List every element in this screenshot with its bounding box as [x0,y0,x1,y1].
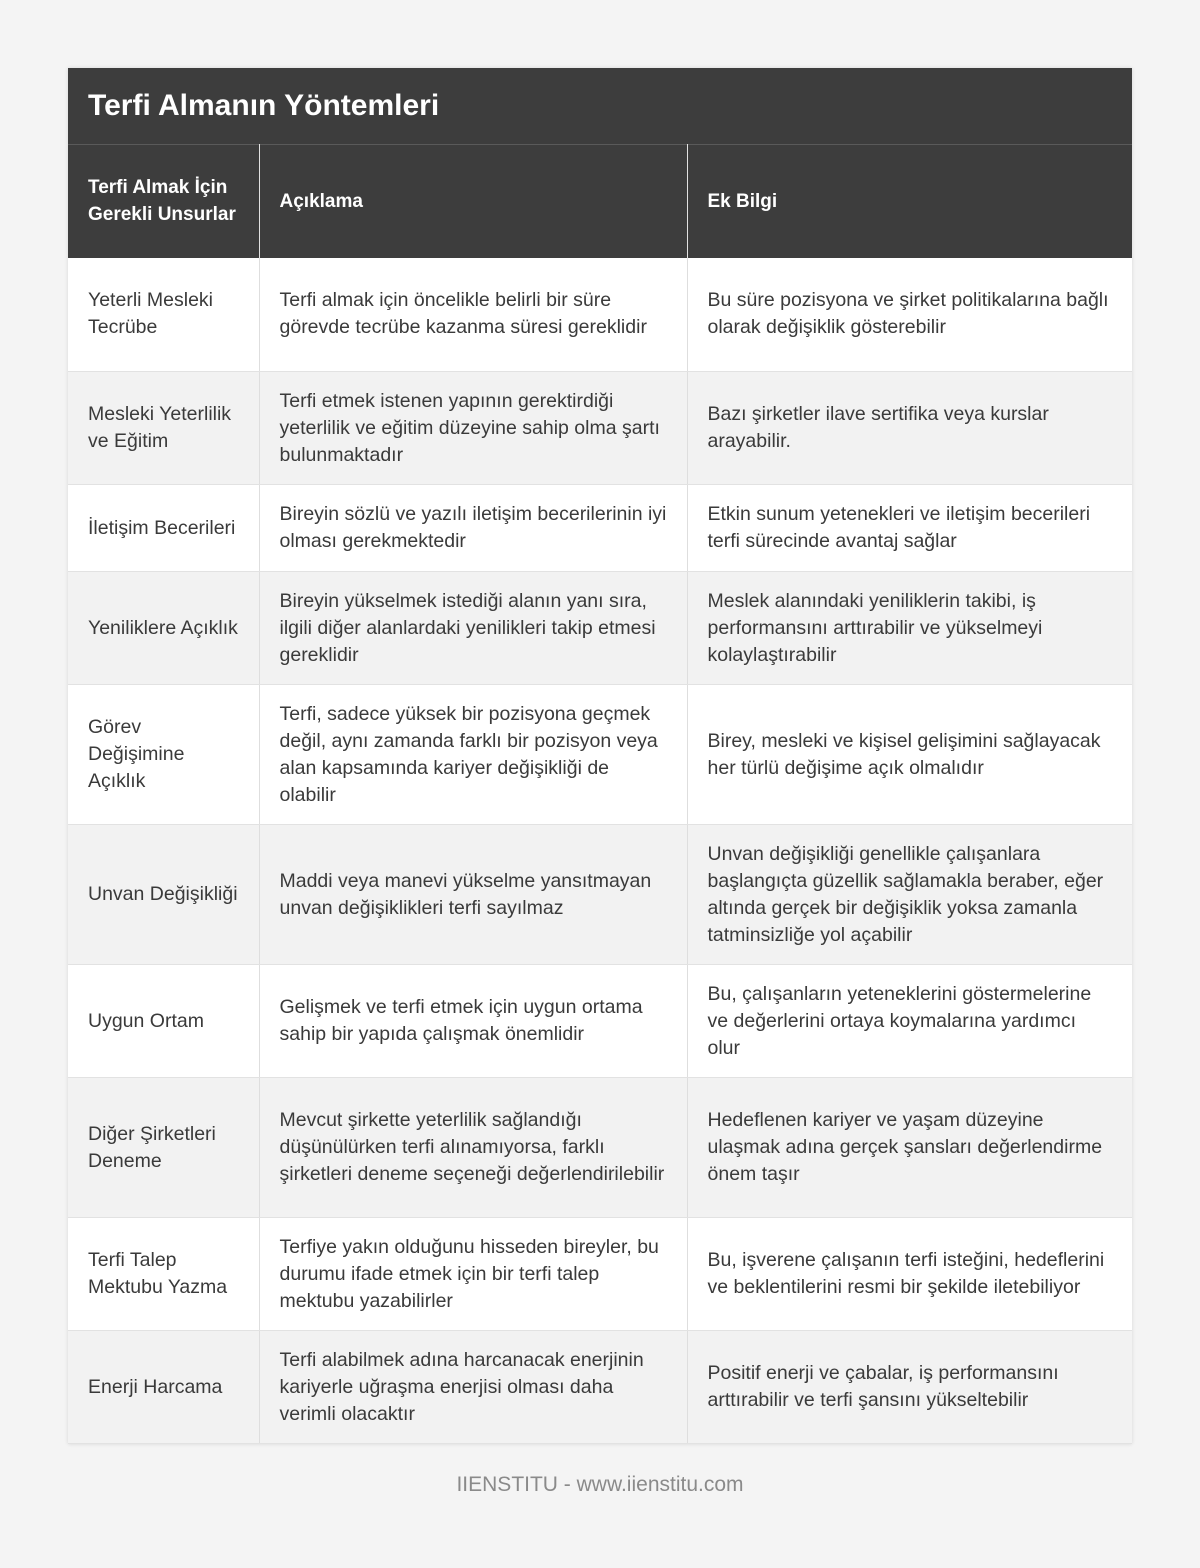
table-cell: Yeniliklere Açıklık [68,571,260,685]
table-row: Görev Değişimine Açıklık Terfi, sadece y… [68,684,1132,825]
table-cell: Terfi, sadece yüksek bir pozisyona geçme… [259,684,688,825]
table-row: Yeniliklere Açıklık Bireyin yükselmek is… [68,571,1132,685]
table-cell: Terfi Talep Mektubu Yazma [68,1217,260,1331]
table-card: Terfi Almanın Yöntemleri Terfi Almak İçi… [68,68,1132,1444]
table-cell: Bu süre pozisyona ve şirket politikaları… [687,257,1132,372]
table-row: Enerji Harcama Terfi alabilmek adına har… [68,1330,1132,1444]
table-cell: Meslek alanındaki yeniliklerin takibi, i… [687,571,1132,685]
table-cell: Terfi alabilmek adına harcanacak enerjin… [259,1330,688,1444]
table-cell: Bu, çalışanların yeteneklerini göstermel… [687,964,1132,1078]
table-cell: Terfi almak için öncelikle belirli bir s… [259,257,688,372]
table-cell: Terfi etmek istenen yapının gerektirdiği… [259,371,688,485]
column-header-elements: Terfi Almak İçin Gerekli Unsurlar [68,144,260,258]
table-row: Diğer Şirketleri Deneme Mevcut şirkette … [68,1077,1132,1218]
table-row: Uygun Ortam Gelişmek ve terfi etmek için… [68,964,1132,1078]
table-cell: Birey, mesleki ve kişisel gelişimini sağ… [687,684,1132,825]
table-row: Yeterli Mesleki Tecrübe Terfi almak için… [68,257,1132,372]
table-cell: Unvan değişikliği genellikle çalışanlara… [687,824,1132,965]
table-cell: Gelişmek ve terfi etmek için uygun ortam… [259,964,688,1078]
table-cell: İletişim Becerileri [68,484,260,572]
table-cell: Görev Değişimine Açıklık [68,684,260,825]
table-row: Unvan Değişikliği Maddi veya manevi yüks… [68,824,1132,965]
table-row: Mesleki Yeterlilik ve Eğitim Terfi etmek… [68,371,1132,485]
table-cell: Bazı şirketler ilave sertifika veya kurs… [687,371,1132,485]
header-row: Terfi Almak İçin Gerekli Unsurlar Açıkla… [68,144,1132,258]
table-cell: Hedeflenen kariyer ve yaşam düzeyine ula… [687,1077,1132,1218]
table-cell: Yeterli Mesleki Tecrübe [68,257,260,372]
column-header-description: Açıklama [259,144,688,258]
table-cell: Uygun Ortam [68,964,260,1078]
table-cell: Terfiye yakın olduğunu hisseden bireyler… [259,1217,688,1331]
table-cell: Enerji Harcama [68,1330,260,1444]
table-row: Terfi Talep Mektubu Yazma Terfiye yakın … [68,1217,1132,1331]
table-cell: Mevcut şirkette yeterlilik sağlandığı dü… [259,1077,688,1218]
methods-table: Terfi Almak İçin Gerekli Unsurlar Açıkla… [68,144,1132,1444]
table-cell: Mesleki Yeterlilik ve Eğitim [68,371,260,485]
table-cell: Etkin sunum yetenekleri ve iletişim bece… [687,484,1132,572]
footer-credit: IIENSTITU - www.iienstitu.com [456,1473,744,1496]
table-cell: Bireyin yükselmek istediği alanın yanı s… [259,571,688,685]
table-cell: Unvan Değişikliği [68,824,260,965]
table-title: Terfi Almanın Yöntemleri [68,68,1132,144]
table-row: İletişim Becerileri Bireyin sözlü ve yaz… [68,484,1132,572]
table-cell: Maddi veya manevi yükselme yansıtmayan u… [259,824,688,965]
table-cell: Positif enerji ve çabalar, iş performans… [687,1330,1132,1444]
table-cell: Bireyin sözlü ve yazılı iletişim beceril… [259,484,688,572]
table-cell: Bu, işverene çalışanın terfi isteğini, h… [687,1217,1132,1331]
table-cell: Diğer Şirketleri Deneme [68,1077,260,1218]
column-header-extra-info: Ek Bilgi [687,144,1132,258]
